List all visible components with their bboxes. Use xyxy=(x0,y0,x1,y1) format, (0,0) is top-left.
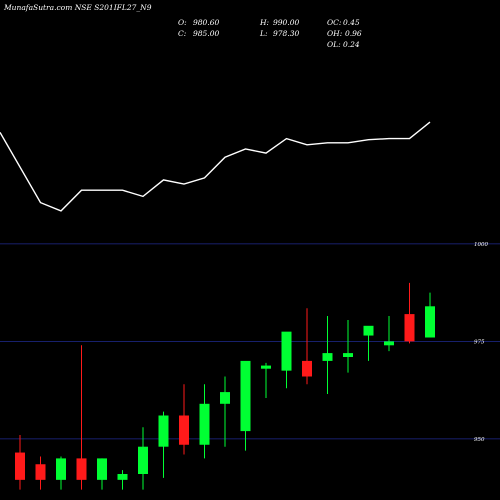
candle-body xyxy=(343,353,353,357)
ohlc-readout: O: 980.60 C: 985.00 H: 990.00 L: 978.30 … xyxy=(178,18,362,49)
high-value: 990.00 xyxy=(273,18,299,27)
low-label: L: xyxy=(259,29,268,38)
chart-title: MunafaSutra.com NSE S201IFL27_N9 xyxy=(3,3,152,12)
close-label: C: xyxy=(178,29,187,38)
candle-body xyxy=(281,331,292,371)
open-value: 980.60 xyxy=(193,18,219,27)
high-label: H: xyxy=(259,18,270,27)
candle-panel xyxy=(15,282,435,490)
candle-body xyxy=(199,403,210,445)
oc-label: OC: xyxy=(327,18,342,27)
low-value: 978.30 xyxy=(273,29,299,38)
candle-body xyxy=(261,365,271,369)
candle-body xyxy=(117,474,128,480)
candle-body xyxy=(220,392,230,404)
y-axis-ticks: 950 975 1000 xyxy=(474,242,488,443)
ol-label: OL: xyxy=(327,40,341,49)
candle-body xyxy=(35,464,46,480)
candle-body xyxy=(179,415,189,445)
ol-value: 0.24 xyxy=(343,40,360,49)
candle-body xyxy=(76,458,87,480)
price-line xyxy=(0,121,431,212)
y-tick-label: 950 xyxy=(474,437,485,443)
candle-body xyxy=(322,353,333,361)
candle-body xyxy=(425,306,435,338)
grid-lines xyxy=(0,243,500,440)
oh-value: 0.96 xyxy=(345,29,362,38)
candle-body xyxy=(363,325,374,336)
line-panel xyxy=(0,121,431,212)
candle-body xyxy=(384,341,394,346)
open-label: O: xyxy=(178,18,187,27)
candle-body xyxy=(240,360,251,432)
candle-body xyxy=(404,314,415,342)
candle-body xyxy=(138,446,148,474)
close-value: 985.00 xyxy=(193,29,219,38)
candle-body xyxy=(302,360,312,377)
oh-label: OH: xyxy=(327,29,343,38)
y-tick-label: 975 xyxy=(474,339,485,345)
candle-body xyxy=(97,458,107,480)
candle-body xyxy=(15,452,25,480)
y-tick-label: 1000 xyxy=(474,242,488,248)
candle-body xyxy=(56,458,66,480)
oc-value: 0.45 xyxy=(343,18,360,27)
candle-body xyxy=(158,415,169,447)
